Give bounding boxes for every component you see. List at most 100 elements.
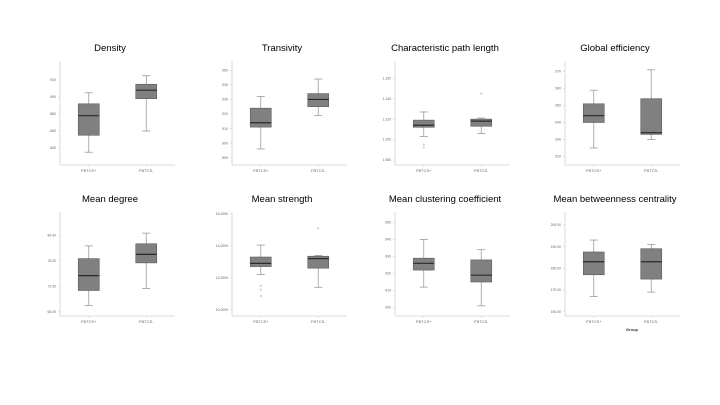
box-iqr [470, 118, 493, 127]
boxplot-mean-strength: 10.0000 12.0000 14.0000 16.0000 FBTCS+ FBTCS- [216, 212, 347, 324]
y-tick-label: .950 [221, 68, 228, 72]
chart-title: Mean strength [251, 194, 313, 205]
x-tick-label: FBTCS- [644, 168, 659, 173]
y-tick-label: .920 [221, 112, 228, 116]
y-tick-label: 78.00 [48, 259, 57, 263]
y-tick-label: 180.00 [551, 266, 561, 270]
y-tick-label: .970 [554, 70, 561, 74]
y-tick-label: .910 [384, 289, 391, 293]
y-tick-label: .930 [384, 255, 391, 259]
x-tick-label: FBTCS+ [416, 168, 432, 173]
y-tick-label: .900 [384, 306, 391, 310]
y-tick-label: 16.0000 [216, 212, 228, 216]
box-iqr [77, 103, 100, 136]
box-iqr [135, 83, 158, 99]
outlier-point [259, 288, 262, 291]
y-tick-label: 14.0000 [216, 244, 228, 248]
x-tick-label: FBTCS+ [253, 319, 269, 324]
panel-mean-betweenness-centrality: Mean betweenness centrality 160.00 170.00… [530, 194, 700, 344]
y-tick-label: 1.140 [383, 97, 392, 101]
box-iqr [135, 243, 158, 264]
y-tick-label: 1.100 [383, 138, 392, 142]
chart-title: Mean betweenness centrality [553, 194, 677, 205]
box-iqr [582, 103, 605, 123]
boxplot-mean-betweenness-centrality: 160.00 170.00 180.00 190.00 200.00 FBTCS+ FBTC… [551, 212, 680, 324]
y-tick-label: 1.160 [383, 77, 392, 81]
y-tick-label: .960 [554, 87, 561, 91]
y-tick-label: 160.00 [551, 310, 561, 314]
x-tick-label: FBTCS+ [586, 168, 602, 173]
y-tick-label: .840 [49, 146, 56, 150]
outlier-point [259, 284, 262, 287]
chart-title: Mean degree [82, 194, 138, 205]
y-tick-label: 72.00 [48, 284, 57, 288]
boxplot-mean-degree: 66.00 72.00 78.00 84.00 FBTCS+ FBTCS- [48, 212, 175, 324]
x-tick-label: FBTCS+ [416, 319, 432, 324]
y-tick-label: 190.00 [551, 245, 561, 249]
box-iqr [582, 251, 605, 276]
box-iqr [77, 258, 100, 291]
y-tick-label: .950 [554, 104, 561, 108]
box-iqr [249, 107, 272, 128]
y-tick-label: .860 [49, 129, 56, 133]
outlier-point [480, 92, 483, 95]
x-tick-label: FBTCS- [139, 319, 154, 324]
panel-mean-clustering-coefficient: Mean clustering coefficient .900 .910 .920… [360, 194, 530, 344]
panel-global-efficiency: Global efficiency .920 .930 .940 .950 .960 .9… [530, 43, 700, 193]
x-tick-label: FBTCS- [139, 168, 154, 173]
box-iqr [307, 93, 330, 108]
boxplot-characteristic-path-length: 1.080 1.100 1.120 1.140 1.160 FBTCS+ FBTCS- [383, 61, 510, 173]
outlier-point [259, 295, 262, 298]
boxplot-mean-clustering-coefficient: .900 .910 .920 .930 .940 .950 FBTCS+ FBTCS- [384, 212, 510, 324]
y-tick-label: 10.0000 [216, 308, 228, 312]
box-iqr [412, 119, 435, 128]
y-tick-label: .920 [554, 155, 561, 159]
x-axis-title: Group [626, 327, 638, 332]
outlier-point [422, 146, 425, 149]
y-tick-label: .930 [221, 98, 228, 102]
y-tick-label: 66.00 [48, 310, 57, 314]
x-tick-label: FBTCS+ [253, 168, 269, 173]
y-tick-label: .940 [221, 83, 228, 87]
box-iqr [412, 257, 435, 271]
y-tick-label: .890 [221, 156, 228, 160]
y-tick-label: .950 [384, 221, 391, 225]
outlier-point [317, 227, 320, 230]
y-tick-label: 1.080 [383, 158, 392, 162]
panel-transivity: Transivity .890 .900 .910 .920 .930 .940 .950 F… [197, 43, 367, 193]
x-tick-label: FBTCS- [311, 168, 326, 173]
x-tick-label: FBTCS+ [81, 319, 97, 324]
chart-title: Density [94, 43, 126, 54]
outlier-point [422, 143, 425, 146]
y-tick-label: .940 [554, 121, 561, 125]
y-tick-label: .900 [221, 141, 228, 145]
chart-title: Transivity [261, 43, 303, 54]
panel-mean-degree: Mean degree 66.00 72.00 78.00 84.00 FBTCS+ FB… [25, 194, 195, 344]
chart-title: Global efficiency [580, 43, 650, 54]
boxplot-density: .840 .860 .880 .900 .920 FBTCS+ FBTCS- [49, 61, 175, 173]
box-iqr [249, 256, 272, 267]
y-tick-label: 1.120 [383, 117, 392, 121]
y-tick-label: 170.00 [551, 288, 561, 292]
y-tick-label: .920 [49, 78, 56, 82]
x-tick-label: FBTCS- [474, 319, 489, 324]
y-tick-label: .880 [49, 112, 56, 116]
y-tick-label: 200.00 [551, 223, 561, 227]
x-tick-label: FBTCS+ [586, 319, 602, 324]
x-tick-label: FBTCS- [644, 319, 659, 324]
chart-title: Characteristic path length [391, 43, 499, 54]
x-tick-label: FBTCS- [311, 319, 326, 324]
panel-mean-strength: Mean strength 10.0000 12.0000 14.0000 16.00… [197, 194, 367, 344]
boxplot-transivity: .890 .900 .910 .920 .930 .940 .950 FBTCS+ FBTCS- [221, 61, 347, 173]
chart-title: Mean clustering coefficient [388, 194, 502, 205]
panel-density: Density .840 .860 .880 .900 .920 FBTCS+ FBTCS- [25, 43, 195, 193]
y-tick-label: 84.00 [48, 233, 57, 237]
x-tick-label: FBTCS- [474, 168, 489, 173]
y-tick-label: .940 [384, 238, 391, 242]
x-tick-label: FBTCS+ [81, 168, 97, 173]
box-iqr [640, 98, 663, 135]
box-iqr [307, 255, 330, 269]
y-tick-label: .930 [554, 138, 561, 142]
box-iqr [640, 248, 663, 280]
